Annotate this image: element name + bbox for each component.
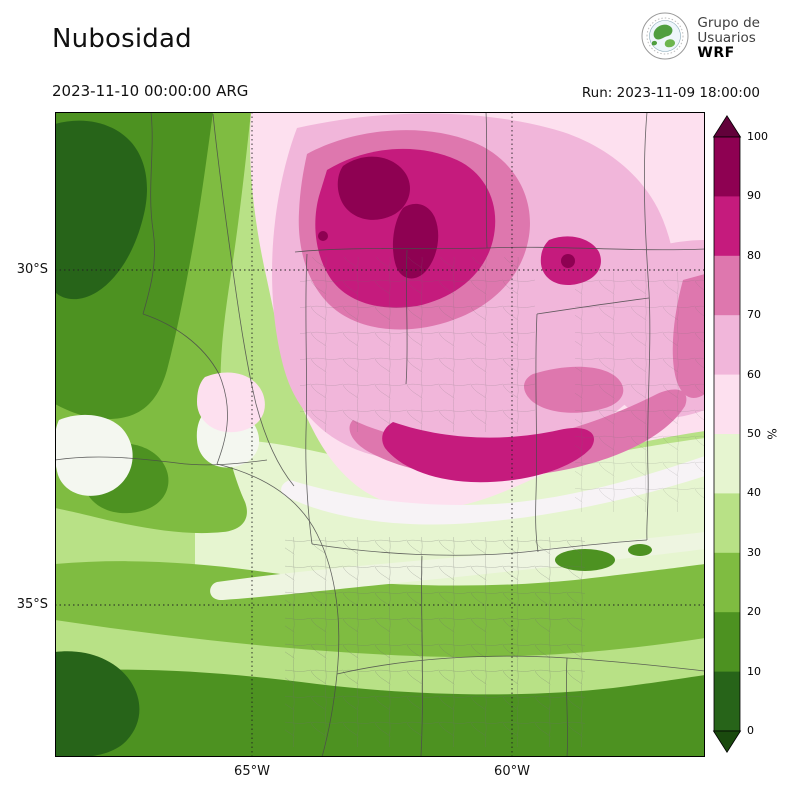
logo-text: Grupo de Usuarios WRF: [697, 14, 760, 61]
y-tick-35s: 35°S: [16, 597, 48, 612]
colorbar-tick-40: 40: [747, 486, 761, 500]
y-tick-30s: 30°S: [16, 262, 48, 277]
department-borders-texture: [285, 257, 705, 747]
colorbar-tick-30: 30: [747, 545, 761, 559]
colorbar-tick-0: 0: [747, 724, 754, 737]
colorbar: [712, 115, 742, 753]
logo-org-line1: Grupo de: [697, 14, 760, 31]
wrf-logo: Grupo de Usuarios WRF: [641, 12, 760, 64]
graticule-lines: [55, 112, 705, 757]
logo-org-line3: WRF: [697, 44, 735, 61]
logo-org-line2: Usuarios: [697, 29, 756, 46]
map-border: [55, 112, 705, 757]
colorbar-tick-50: 50: [747, 427, 761, 440]
colorbar-tick-100: 100: [747, 130, 768, 143]
colorbar-tick-70: 70: [747, 308, 761, 322]
x-tick-60w: 60°W: [494, 764, 530, 779]
x-tick-65w: 65°W: [234, 764, 270, 779]
colorbar-tick-20: 20: [747, 605, 761, 619]
colorbar-unit-label: %: [764, 428, 779, 440]
colorbar-tick-10: 10: [747, 664, 761, 678]
page-title: Nubosidad: [52, 24, 192, 54]
cloud-cover-map: [55, 112, 705, 757]
colorbar-tick-80: 80: [747, 248, 761, 262]
valid-time-label: 2023-11-10 00:00:00 ARG: [52, 82, 249, 100]
globe-icon: [641, 12, 689, 64]
run-time-label: Run: 2023-11-09 18:00:00: [581, 85, 760, 101]
province-borders: [55, 112, 705, 757]
colorbar-scale: [712, 115, 742, 753]
colorbar-tick-60: 60: [747, 367, 761, 381]
colorbar-tick-90: 90: [747, 189, 761, 203]
weather-map: [55, 112, 705, 757]
